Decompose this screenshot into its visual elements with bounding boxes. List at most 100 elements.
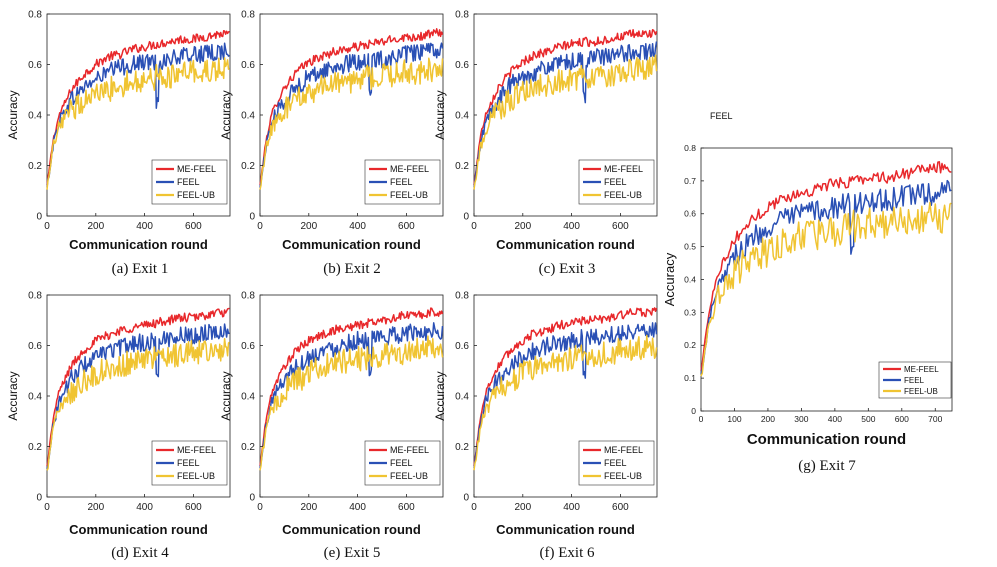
y-tick-label: 0.8 [455, 291, 469, 302]
y-tick-label: 0.2 [684, 340, 696, 350]
y-axis-label: Accuracy [6, 90, 20, 139]
subfigure-caption: (g) Exit 7 [798, 458, 856, 474]
x-axis-label: Communication round [747, 431, 906, 448]
x-tick-label: 200 [300, 221, 317, 232]
y-tick-label: 0.2 [241, 442, 255, 453]
x-tick-label: 0 [471, 502, 477, 513]
y-tick-label: 0 [463, 493, 469, 504]
y-tick-label: 0.4 [241, 392, 255, 403]
series-line [259, 57, 444, 190]
legend-label: FEEL [177, 177, 200, 187]
y-tick-label: 0.2 [28, 442, 42, 453]
x-tick-label: 0 [257, 502, 263, 513]
x-tick-label: 200 [87, 221, 104, 232]
series-line [46, 338, 231, 471]
series-line [473, 322, 658, 469]
x-tick-label: 400 [136, 502, 153, 513]
series-line [473, 28, 658, 186]
x-tick-label: 0 [257, 221, 263, 232]
y-tick-label: 0.4 [455, 392, 469, 403]
x-tick-label: 400 [828, 414, 842, 424]
legend-label: FEEL [390, 458, 413, 468]
legend-label: ME-FEEL [904, 365, 939, 374]
legend-label: ME-FEEL [604, 445, 643, 455]
x-axis-label: Communication round [496, 522, 635, 537]
chart-panel: 0 100 200 300 400 500 600 700 0 0.1 0.2 0.3 0.4 0.5 0.… [662, 143, 953, 474]
y-tick-label: 0 [36, 493, 42, 504]
y-tick-label: 0 [249, 212, 255, 223]
y-tick-label: 0 [463, 212, 469, 223]
legend-label: FEEL-UB [177, 471, 215, 481]
series-line [259, 322, 444, 469]
y-axis-label: Accuracy [433, 371, 447, 420]
x-tick-label: 600 [612, 502, 629, 513]
y-tick-label: 0 [36, 212, 42, 223]
series-line [700, 201, 952, 377]
legend-label: FEEL [177, 458, 200, 468]
x-axis-label: Communication round [69, 522, 208, 537]
x-tick-label: 700 [928, 414, 942, 424]
legend-label: FEEL-UB [904, 387, 938, 396]
y-tick-label: 0.4 [684, 274, 696, 284]
series-line [259, 42, 444, 188]
x-tick-label: 400 [563, 502, 580, 513]
legend-label: FEEL-UB [604, 471, 642, 481]
legend-label: ME-FEEL [390, 445, 429, 455]
legend-label: FEEL-UB [604, 190, 642, 200]
x-tick-label: 500 [861, 414, 875, 424]
x-tick-label: 0 [44, 221, 50, 232]
x-tick-label: 600 [398, 221, 415, 232]
figure-note: FEEL [710, 111, 733, 121]
x-tick-label: 400 [563, 221, 580, 232]
legend-box [578, 440, 655, 486]
x-tick-label: 200 [514, 502, 531, 513]
y-tick-label: 0.8 [684, 143, 696, 153]
series-line [259, 307, 444, 467]
subfigure-caption: (f) Exit 6 [540, 545, 595, 561]
x-tick-label: 600 [895, 414, 909, 424]
legend-label: ME-FEEL [177, 164, 216, 174]
x-tick-label: 300 [794, 414, 808, 424]
legend-label: FEEL [604, 458, 627, 468]
y-tick-label: 0.4 [241, 111, 255, 122]
y-tick-label: 0.2 [28, 161, 42, 172]
series-line [700, 161, 952, 371]
x-tick-label: 0 [699, 414, 704, 424]
y-tick-label: 0.2 [455, 442, 469, 453]
legend-label: FEEL [904, 376, 925, 385]
x-axis-label: Communication round [69, 237, 208, 252]
y-tick-label: 0.8 [28, 291, 42, 302]
series-line [46, 29, 230, 186]
y-tick-label: 0.4 [28, 392, 42, 403]
series-line [473, 307, 658, 467]
legend-label: ME-FEEL [604, 164, 643, 174]
x-tick-label: 400 [349, 502, 366, 513]
chart-panel: 0 200 400 600 0 0.2 0.4 0.6 0.8 Communication rou… [6, 291, 231, 561]
y-tick-label: 0.6 [28, 60, 42, 71]
y-tick-label: 0 [691, 406, 696, 416]
y-axis-label: Accuracy [433, 90, 447, 139]
y-tick-label: 0.2 [455, 161, 469, 172]
y-axis-label: Accuracy [219, 371, 233, 420]
x-axis-label: Communication round [282, 237, 421, 252]
y-tick-label: 0.4 [455, 111, 469, 122]
series-line [46, 42, 230, 188]
y-axis-label: Accuracy [662, 252, 677, 306]
x-tick-label: 0 [44, 502, 50, 513]
y-tick-label: 0.6 [684, 209, 696, 219]
y-tick-label: 0.8 [28, 10, 42, 21]
x-tick-label: 400 [349, 221, 366, 232]
y-tick-label: 0.8 [241, 10, 255, 21]
x-tick-label: 0 [471, 221, 477, 232]
y-tick-label: 0.1 [684, 373, 696, 383]
legend-label: FEEL-UB [390, 190, 428, 200]
series-line [46, 57, 230, 190]
subfigure-caption: (b) Exit 2 [323, 261, 381, 277]
legend-label: ME-FEEL [390, 164, 429, 174]
x-tick-label: 400 [136, 221, 153, 232]
series-line [473, 41, 658, 188]
legend-label: FEEL-UB [390, 471, 428, 481]
x-tick-label: 200 [87, 502, 104, 513]
x-tick-label: 100 [727, 414, 741, 424]
